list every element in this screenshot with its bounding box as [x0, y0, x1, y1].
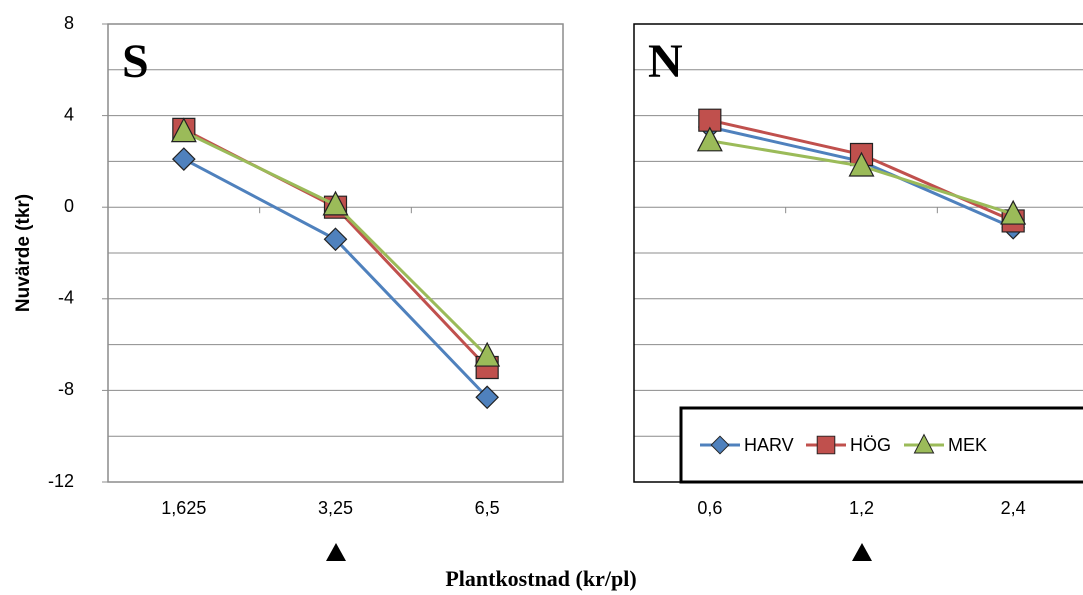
- y-tick-label: -12: [48, 471, 74, 491]
- legend-marker: [816, 435, 836, 455]
- marker: [848, 151, 875, 177]
- pointer: [852, 543, 872, 561]
- x-tick-label: 2,4: [1001, 498, 1026, 518]
- series-line: [709, 125, 1014, 230]
- marker: [323, 227, 348, 252]
- x-tick-label: 1,2: [849, 498, 874, 518]
- x-axis-label: Plantkostnad (kr/pl): [445, 566, 636, 591]
- legend-label: MEK: [948, 435, 987, 455]
- y-axis-label: Nuvärde (tkr): [13, 194, 34, 312]
- y-tick-label: -8: [58, 379, 74, 399]
- y-tick-label: -4: [58, 288, 74, 308]
- x-tick-label: 1,625: [161, 498, 206, 518]
- pointer: [326, 543, 346, 561]
- x-tick-label: 6,5: [475, 498, 500, 518]
- marker: [474, 341, 501, 367]
- legend-label: HARV: [744, 435, 794, 455]
- x-tick-label: 0,6: [697, 498, 722, 518]
- legend-label: HÖG: [850, 435, 891, 455]
- y-tick-label: 0: [64, 196, 74, 216]
- panel-label: S: [122, 35, 149, 88]
- marker: [170, 117, 197, 143]
- marker: [698, 108, 722, 132]
- legend-marker: [710, 435, 730, 455]
- legend-marker: [913, 433, 935, 454]
- panel-label: N: [648, 35, 683, 88]
- plot-border: [107, 23, 564, 483]
- marker: [322, 190, 349, 216]
- marker: [475, 385, 500, 410]
- x-tick-label: 3,25: [318, 498, 353, 518]
- marker: [171, 147, 196, 171]
- marker: [696, 126, 723, 152]
- y-tick-label: 4: [64, 104, 74, 124]
- y-tick-label: 8: [64, 13, 74, 33]
- legend-box: [679, 406, 1083, 484]
- marker: [1000, 199, 1027, 225]
